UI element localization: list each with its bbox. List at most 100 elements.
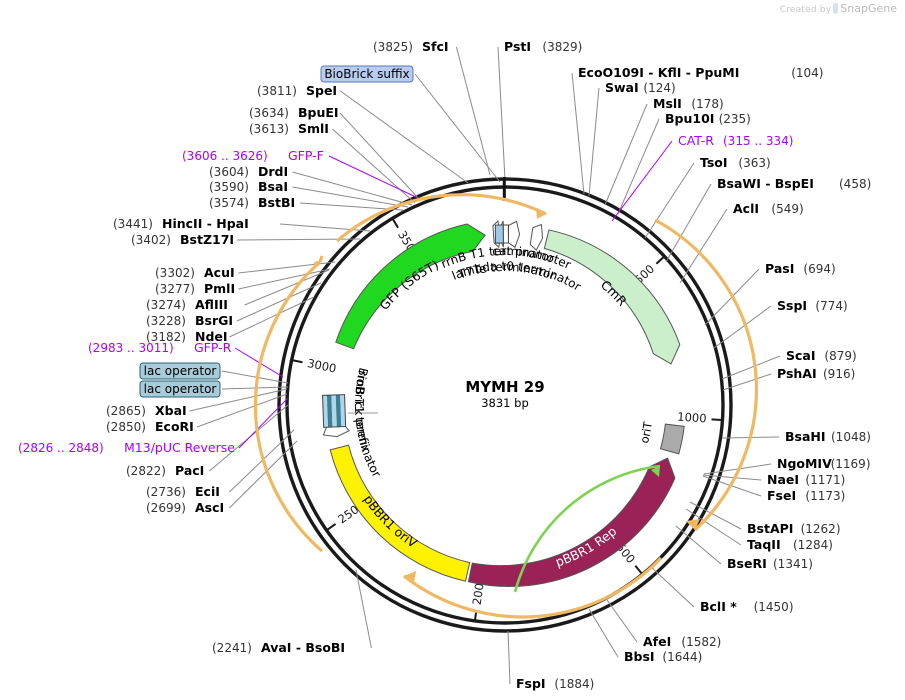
restriction-site-ecori[interactable]: (2850) EcoRI (106, 419, 194, 434)
site-position: (3811) (257, 84, 297, 98)
leader-line (721, 355, 781, 380)
restriction-site-swai[interactable]: (124) SwaI (605, 80, 676, 95)
primer-gfp-r[interactable]: (2983 .. 3011) GFP-R (88, 340, 232, 355)
leader-line (238, 397, 289, 449)
feature-cat-promoter[interactable] (529, 223, 544, 251)
site-position: (458) (839, 177, 871, 191)
site-position: (3825) (373, 40, 413, 54)
restriction-site-hincii-hpai[interactable]: (3441) HincII - HpaI (113, 216, 249, 231)
site-name: AfeI (643, 634, 671, 649)
site-name: NgoMIV (777, 456, 832, 471)
feature-cmr[interactable] (543, 229, 681, 365)
primer-cat-r[interactable]: (315 .. 334) CAT-R (678, 133, 793, 148)
restriction-site-ecii[interactable]: (2736) EciI (146, 484, 220, 499)
site-position: (2822) (126, 464, 166, 478)
restriction-site-xbai[interactable]: (2865) XbaI (106, 403, 187, 418)
restriction-site-afliii[interactable]: (3274) AflIII (146, 297, 228, 312)
leader-line (571, 72, 585, 195)
site-position: (1644) (662, 650, 702, 664)
restriction-site-pmli[interactable]: (3277) PmlI (155, 281, 235, 296)
site-position: (2241) (212, 641, 252, 655)
feature-gfp-s65t[interactable] (335, 223, 486, 350)
leader-line (649, 565, 695, 608)
site-name: SspI (777, 298, 807, 313)
restriction-site-acui[interactable]: (3302) AcuI (155, 265, 235, 280)
restriction-site-spei[interactable]: (3811) SpeI (257, 83, 337, 98)
restriction-site-bpu10i[interactable]: (235) Bpu10I (665, 111, 751, 126)
restriction-site-bcli[interactable]: (1450) BclI * (700, 599, 794, 614)
restriction-site-afei[interactable]: (1582) AfeI (643, 634, 721, 649)
restriction-site-drdi[interactable]: (3604) DrdI (209, 164, 288, 179)
leader-line (221, 370, 289, 384)
site-position: (1341) (773, 557, 813, 571)
orange-arc-right (654, 218, 758, 532)
site-position: (104) (791, 66, 823, 80)
restriction-site-paci[interactable]: (2822) PacI (126, 463, 204, 478)
restriction-site-smli[interactable]: (3613) SmlI (249, 121, 329, 136)
leader-line (679, 208, 728, 284)
restriction-site-sfci[interactable]: (3825) SfcI (373, 39, 449, 54)
primer-m13-puc-reverse[interactable]: (2826 .. 2848) M13/pUC Reverse (18, 440, 235, 455)
site-position: (3274) (146, 298, 186, 312)
restriction-site-bsai[interactable]: (3590) BsaI (209, 179, 288, 194)
feature-orit[interactable] (659, 423, 685, 455)
leader-line (196, 393, 288, 428)
restriction-site-asci[interactable]: (2699) AscI (146, 500, 224, 515)
site-position: (1171) (805, 473, 845, 487)
site-name: TaqII (747, 537, 781, 552)
primer-gfp-f[interactable]: (3606 .. 3626) GFP-F (182, 148, 324, 163)
restriction-site-bstapi[interactable]: (1262) BstAPI (747, 521, 841, 536)
restriction-site-psti[interactable]: (3829) PstI (504, 39, 582, 54)
restriction-site-bsahi[interactable]: (1048) BsaHI (785, 429, 871, 444)
restriction-site-scai[interactable]: (879) ScaI (786, 348, 857, 363)
site-position: (3829) (542, 40, 582, 54)
site-name: TsoI (700, 155, 728, 170)
restriction-site-naei[interactable]: (1171) NaeI (767, 472, 845, 487)
site-name: PshAI (777, 366, 817, 381)
primer-name: M13/pUC Reverse (124, 440, 235, 455)
restriction-site-taqii[interactable]: (1284) TaqII (747, 537, 833, 552)
restriction-site-ndei[interactable]: (3182) NdeI (146, 329, 228, 344)
restriction-site-acli[interactable]: (549) AclI (733, 201, 804, 216)
restriction-site-sspi[interactable]: (774) SspI (777, 298, 848, 313)
leader-line (606, 599, 638, 643)
restriction-site-bbsi[interactable]: (1644) BbsI (624, 649, 702, 664)
feature-pbbr1-rep[interactable] (467, 457, 676, 587)
restriction-site-avai-bsobi[interactable]: (2241) AvaI - BsoBI (212, 640, 345, 655)
restriction-site-ecoo109i-kfli-ppumi[interactable]: (104) EcoO109I - KflI - PpuMI (578, 65, 823, 80)
leader-line (340, 90, 469, 184)
annotation-label-layer: (3825) SfcI (3829) PstI (3811) SpeI (3634) BpuE… (18, 39, 871, 691)
restriction-site-bstz17i[interactable]: (3402) BstZ17I (131, 232, 234, 247)
restriction-site-tsoi[interactable]: (363) TsoI (700, 155, 771, 170)
feature-lambda-t0-terminator[interactable] (507, 220, 521, 249)
leader-line (665, 183, 712, 263)
restriction-site-bstbi[interactable]: (3574) BstBI (209, 195, 295, 210)
biobrick-prefix-box[interactable] (322, 394, 347, 428)
site-name: PacI (175, 463, 204, 478)
restriction-site-bpuei[interactable]: (3634) BpuEI (249, 105, 339, 120)
restriction-site-fspi[interactable]: (1884) FspI (516, 676, 594, 691)
leader-line (702, 474, 762, 481)
leader-line (497, 46, 506, 181)
highlight-label-lac-operator[interactable]: lac operator (139, 362, 221, 380)
site-position: (124) (643, 81, 675, 95)
restriction-site-bsrgi[interactable]: (3228) BsrGI (146, 313, 233, 328)
site-position: (2736) (146, 485, 186, 499)
restriction-site-fsei[interactable]: (1173) FseI (767, 488, 845, 503)
restriction-site-pshai[interactable]: (916) PshAI (777, 366, 855, 381)
biobrick-suffix-box[interactable] (494, 224, 509, 244)
site-name: FseI (767, 488, 796, 503)
feature-pbbr1-oriv[interactable] (329, 444, 471, 582)
highlight-chip-label: lac operator (144, 382, 217, 396)
highlight-label-lac-operator[interactable]: lac operator (139, 380, 221, 398)
restriction-site-ngomiv[interactable]: (1169)NgoMIV (777, 456, 871, 471)
highlight-label-biobrick-suffix[interactable]: BioBrick suffix (320, 65, 414, 83)
restriction-site-bsawi-bspei[interactable]: (458) BsaWI - BspEI (717, 176, 871, 191)
site-name: BclI * (700, 599, 737, 614)
restriction-site-msli[interactable]: (178) MslI (653, 96, 724, 111)
site-name: BstZ17I (180, 232, 234, 247)
restriction-site-pasi[interactable]: (694) PasI (765, 261, 836, 276)
site-position: (694) (803, 262, 835, 276)
restriction-site-bseri[interactable]: (1341) BseRI (727, 556, 813, 571)
highlight-chip-bg (139, 380, 221, 398)
